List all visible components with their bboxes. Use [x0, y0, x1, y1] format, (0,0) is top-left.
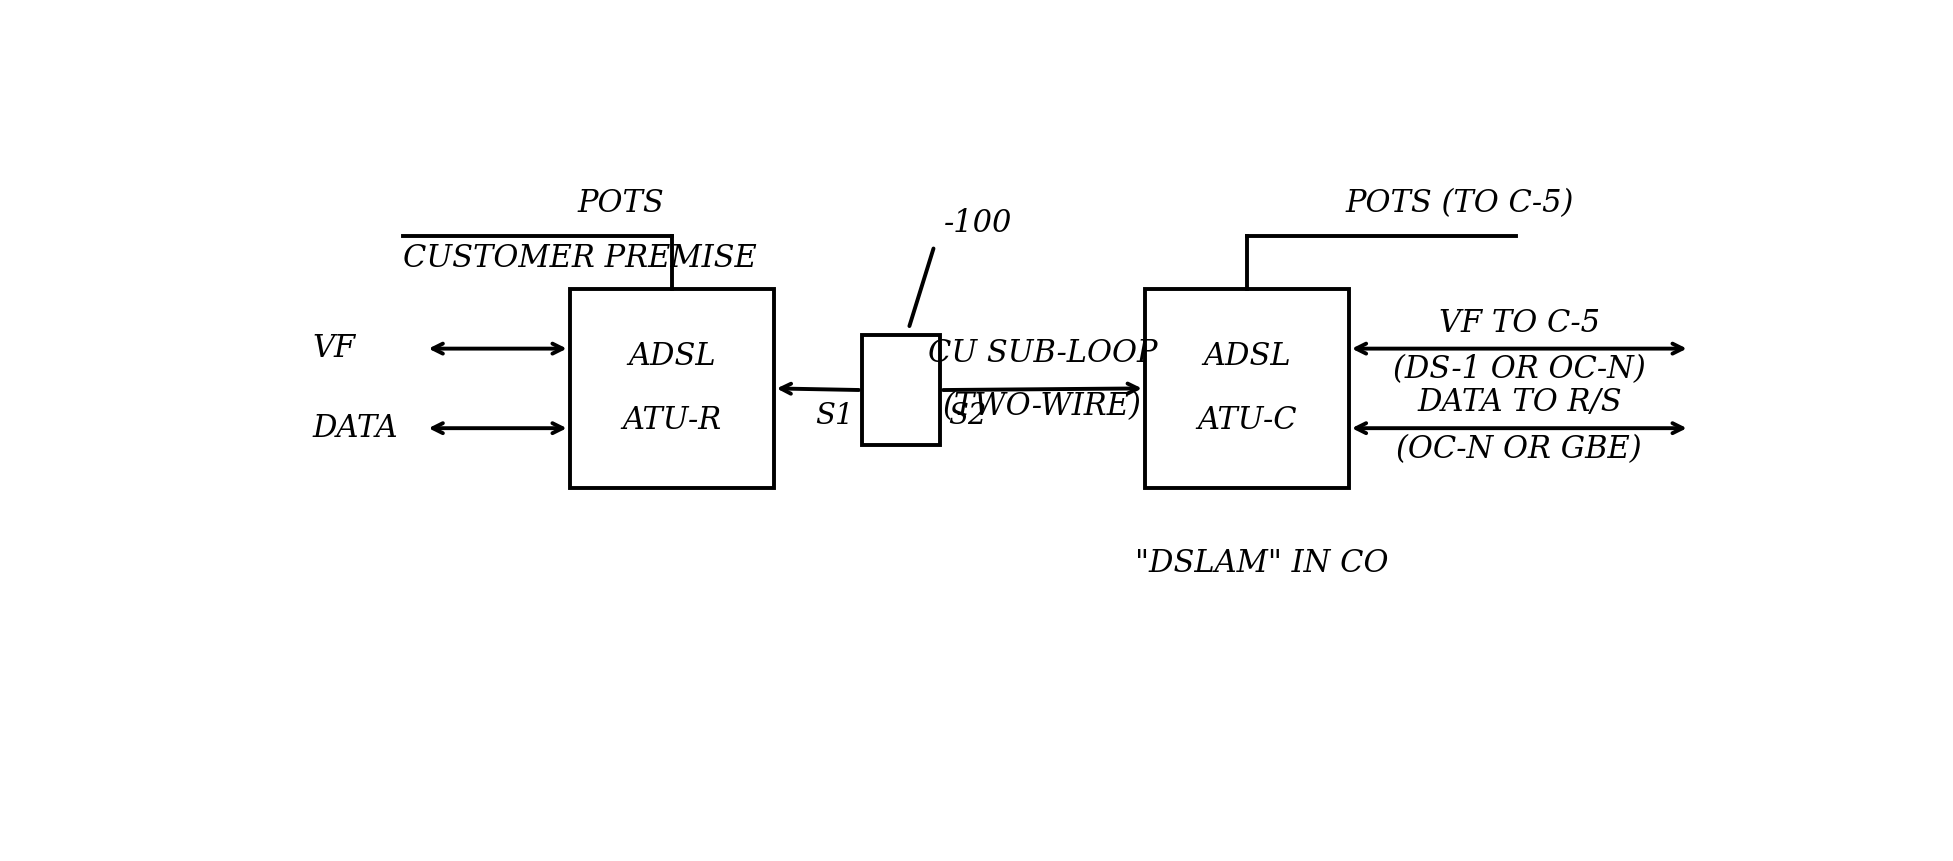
Text: (DS-1 OR OC-N): (DS-1 OR OC-N)	[1392, 354, 1646, 385]
Text: ATU-C: ATU-C	[1197, 405, 1297, 436]
Text: POTS: POTS	[578, 189, 664, 220]
Text: DATA TO R/S: DATA TO R/S	[1418, 387, 1621, 418]
Text: DATA: DATA	[312, 412, 398, 443]
Text: S2: S2	[947, 402, 986, 430]
Text: POTS (TO C-5): POTS (TO C-5)	[1346, 189, 1574, 220]
Bar	[1144, 289, 1350, 488]
Text: VF TO C-5: VF TO C-5	[1439, 307, 1600, 338]
Text: CU SUB-LOOP: CU SUB-LOOP	[928, 338, 1158, 369]
Text: ADSL: ADSL	[1203, 341, 1291, 372]
Bar	[570, 289, 773, 488]
Text: VF: VF	[312, 333, 355, 364]
Text: (OC-N OR GBE): (OC-N OR GBE)	[1396, 434, 1642, 465]
Text: ADSL: ADSL	[629, 341, 715, 372]
Text: S1: S1	[816, 402, 853, 430]
Text: (TWO-WIRE): (TWO-WIRE)	[943, 391, 1143, 422]
Text: CUSTOMER PREMISE: CUSTOMER PREMISE	[402, 243, 758, 274]
Text: "DSLAM" IN CO: "DSLAM" IN CO	[1135, 548, 1389, 579]
Text: ATU-R: ATU-R	[623, 405, 721, 436]
Bar	[861, 336, 941, 445]
Text: -100: -100	[943, 208, 1012, 239]
